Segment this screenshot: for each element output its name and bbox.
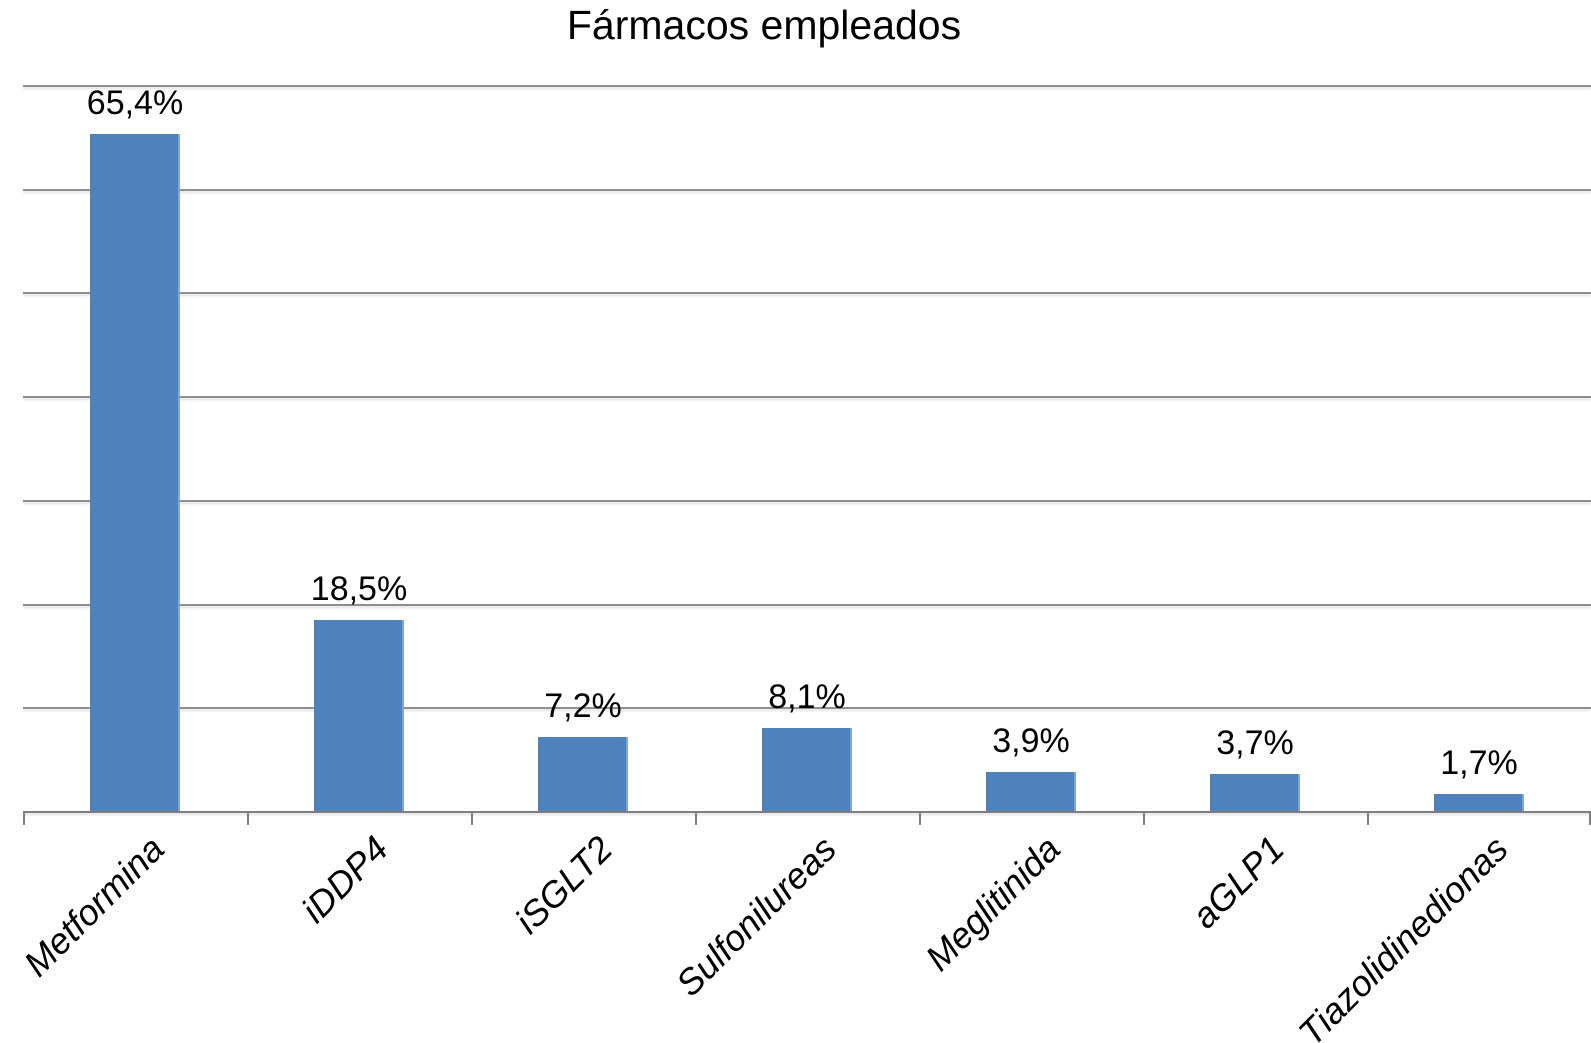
gridline	[23, 85, 1591, 87]
category-tick	[1367, 812, 1369, 825]
bar-value-label: 18,5%	[310, 570, 408, 609]
bar-value-label: 3,7%	[1216, 723, 1294, 762]
category-label: Tiazolidinedionas	[1290, 827, 1516, 1043]
category-tick	[1589, 812, 1591, 825]
bar	[1434, 794, 1524, 812]
category-tick	[23, 812, 25, 825]
bar	[1210, 773, 1300, 812]
gridline	[23, 396, 1591, 399]
category-tick	[1143, 812, 1145, 825]
category-tick	[919, 812, 921, 825]
gridline	[23, 292, 1591, 295]
chart-title: Fármacos empleados	[566, 2, 962, 48]
category-label: iDDP4	[293, 827, 396, 931]
category-label: aGLP1	[1183, 827, 1292, 937]
bar	[90, 133, 180, 812]
gridline	[23, 603, 1591, 606]
bar	[314, 620, 404, 812]
bar-value-label: 8,1%	[768, 677, 846, 716]
gridline	[23, 499, 1591, 502]
category-label: Metformina	[15, 827, 172, 985]
gridline	[23, 188, 1591, 191]
category-tick	[471, 812, 473, 825]
bar-value-label: 65,4%	[86, 83, 184, 122]
bar-value-label: 1,7%	[1440, 744, 1518, 783]
x-axis-line	[23, 811, 1591, 813]
bar-value-label: 3,9%	[992, 721, 1070, 760]
gridline	[23, 707, 1591, 710]
bar-value-label: 7,2%	[544, 687, 622, 726]
category-tick	[695, 812, 697, 825]
category-label: Sulfonilureas	[667, 827, 844, 1005]
category-tick	[247, 812, 249, 825]
category-label: Meglitinida	[917, 827, 1068, 979]
bar	[538, 737, 628, 812]
bar	[986, 771, 1076, 812]
category-label: iSGLT2	[506, 827, 620, 942]
bar	[762, 727, 852, 812]
